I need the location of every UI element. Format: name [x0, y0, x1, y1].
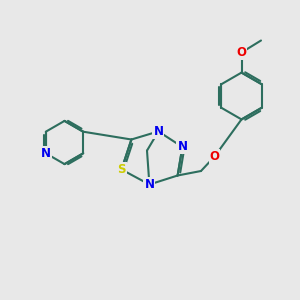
Text: O: O [209, 150, 220, 163]
Text: S: S [117, 163, 126, 176]
Text: N: N [41, 147, 51, 160]
Text: N: N [177, 140, 188, 154]
Text: N: N [153, 125, 164, 138]
Text: N: N [144, 178, 154, 191]
Text: O: O [236, 46, 247, 59]
